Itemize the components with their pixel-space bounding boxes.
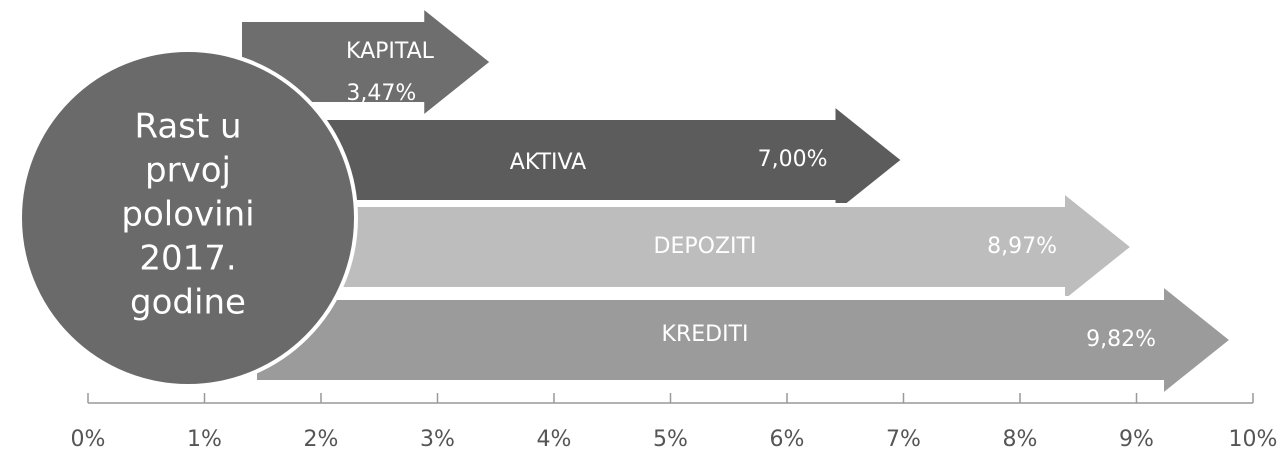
arrow xyxy=(253,279,1236,401)
x-tick-label: 3% xyxy=(420,427,455,452)
value-label: 9,82% xyxy=(1086,327,1156,352)
x-tick-label: 1% xyxy=(187,427,222,452)
circle-text: godine xyxy=(130,283,246,323)
x-tick-label: 0% xyxy=(71,427,106,452)
category-label: DEPOZITI xyxy=(654,234,757,259)
value-label: 7,00% xyxy=(758,147,828,172)
circle-text: prvoj xyxy=(145,151,231,191)
x-tick-label: 7% xyxy=(886,427,921,452)
category-label: KAPITAL xyxy=(346,39,435,64)
circle-text: polovini xyxy=(121,195,254,235)
arrow xyxy=(298,99,907,221)
x-tick-label: 4% xyxy=(537,427,572,452)
category-label: AKTIVA xyxy=(510,150,586,175)
circle-text: Rast u xyxy=(134,107,241,147)
x-tick-label: 5% xyxy=(653,427,688,452)
value-label: 3,47% xyxy=(346,81,416,106)
circle xyxy=(18,48,358,388)
circle-text: 2017. xyxy=(139,239,236,279)
x-tick-label: 9% xyxy=(1119,427,1154,452)
x-tick-label: 8% xyxy=(1003,427,1038,452)
x-tick-label: 6% xyxy=(770,427,805,452)
value-label: 8,97% xyxy=(987,234,1057,259)
arrow xyxy=(298,186,1137,308)
category-label: KREDITI xyxy=(662,322,749,347)
x-tick-label: 10% xyxy=(1229,427,1278,452)
x-tick-label: 2% xyxy=(304,427,339,452)
